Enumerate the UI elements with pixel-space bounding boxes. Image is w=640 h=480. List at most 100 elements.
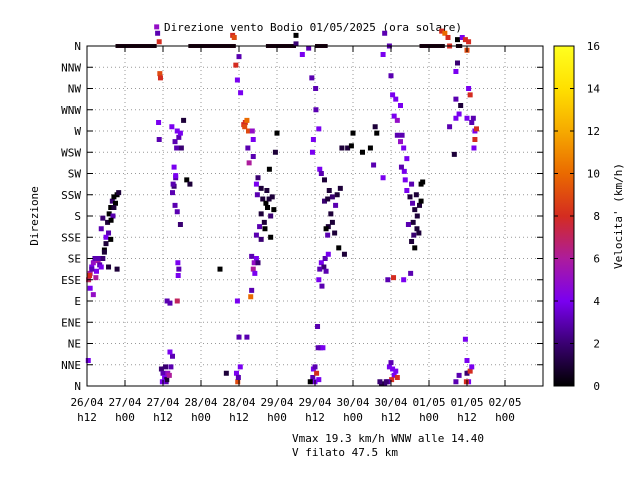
data-point: [85, 358, 91, 363]
data-point: [414, 213, 420, 219]
data-point: [93, 275, 99, 281]
data-point: [337, 185, 343, 191]
data-point: [235, 379, 241, 385]
x-tick-label-date: 26/04: [70, 396, 103, 409]
data-point: [246, 160, 252, 166]
y-tick-label: N: [74, 380, 81, 393]
data-point: [410, 200, 416, 206]
data-point: [350, 130, 356, 136]
data-point: [388, 360, 394, 366]
y-tick-label: SSW: [61, 189, 81, 202]
data-point: [322, 256, 328, 261]
data-point: [420, 179, 426, 185]
data-point: [374, 130, 380, 136]
x-tick-label-date: 29/04: [298, 396, 331, 409]
data-point: [89, 266, 95, 272]
data-point: [339, 145, 345, 151]
data-point: [244, 334, 250, 340]
data-point: [106, 264, 112, 270]
data-point: [377, 379, 383, 385]
x-axis: 26/04 h12 27/04 h00 27/04 h12 28/04 h00 28/04 h12…: [70, 46, 522, 424]
y-axis: N NNE NE ENE E ESE SE SSE S SSW SW WSW W WNW NW NNW N: [61, 40, 543, 393]
data-point: [170, 190, 175, 196]
data-point: [314, 370, 320, 376]
data-point: [100, 256, 106, 261]
data-point: [87, 273, 93, 278]
data-point: [453, 115, 459, 121]
x-tick-label-date: 28/04: [222, 396, 255, 409]
y-tick-label: SE: [68, 253, 81, 266]
data-point: [321, 264, 327, 270]
data-point: [399, 132, 405, 138]
x-tick-label-hour: h00: [115, 411, 135, 424]
data-point: [325, 232, 331, 238]
colorbar-tick-label: 6: [593, 253, 600, 266]
data-point: [372, 124, 378, 130]
data-point: [318, 260, 324, 266]
y-tick-label: NE: [68, 338, 81, 351]
x-tick-label-hour: h00: [267, 411, 287, 424]
data-point: [386, 364, 392, 370]
data-point: [389, 377, 395, 383]
data-point: [462, 336, 468, 342]
x-tick-label-hour: h00: [419, 411, 439, 424]
colorbar-tick-label: 10: [587, 168, 600, 181]
data-point: [254, 192, 260, 198]
data-point: [235, 375, 241, 380]
data-point: [263, 200, 269, 206]
data-point: [394, 375, 400, 380]
data-point: [113, 200, 118, 206]
x-tick-label-date: 27/04: [146, 396, 179, 409]
data-point: [251, 260, 257, 266]
data-point: [412, 245, 418, 251]
data-point: [467, 368, 473, 374]
colorbar-label: Velocita' (km/h): [612, 163, 625, 269]
data-point: [154, 24, 160, 30]
data-point: [253, 256, 259, 261]
data-point: [260, 196, 266, 202]
data-point: [316, 377, 322, 383]
data-point: [318, 171, 324, 176]
x-tick-label-date: 30/04: [374, 396, 407, 409]
data-point: [348, 143, 354, 149]
data-point: [173, 173, 179, 179]
data-point: [172, 202, 178, 208]
data-point: [317, 266, 323, 272]
data-point: [462, 37, 468, 43]
data-point: [255, 260, 261, 266]
data-point: [170, 181, 176, 187]
data-point: [451, 151, 457, 157]
data-point: [242, 124, 248, 130]
data-point: [98, 264, 104, 270]
data-point: [391, 113, 397, 119]
data-point: [155, 30, 161, 36]
data-point: [106, 230, 112, 236]
data-point: [333, 202, 339, 208]
data-point: [447, 124, 453, 130]
y-tick-label: NNE: [61, 359, 81, 372]
data-point: [329, 194, 335, 200]
data-point: [169, 124, 175, 130]
data-point: [244, 117, 250, 123]
data-point: [156, 39, 162, 45]
data-point: [394, 117, 400, 123]
data-point: [313, 107, 319, 113]
data-point: [393, 96, 399, 102]
data-point: [163, 364, 169, 370]
data-point: [391, 275, 397, 281]
data-point: [316, 126, 322, 132]
data-point: [255, 175, 261, 181]
data-point: [95, 256, 101, 261]
data-point: [101, 249, 107, 255]
data-point: [360, 149, 365, 155]
data-point: [261, 219, 267, 225]
x-tick-label-date: 01/05: [412, 396, 445, 409]
data-point: [249, 253, 255, 259]
data-point: [164, 377, 170, 383]
data-point: [159, 379, 165, 385]
y-tick-label: S: [74, 210, 81, 223]
data-point: [471, 145, 477, 151]
data-point: [156, 137, 162, 142]
data-point: [371, 162, 377, 168]
data-point: [233, 370, 239, 376]
